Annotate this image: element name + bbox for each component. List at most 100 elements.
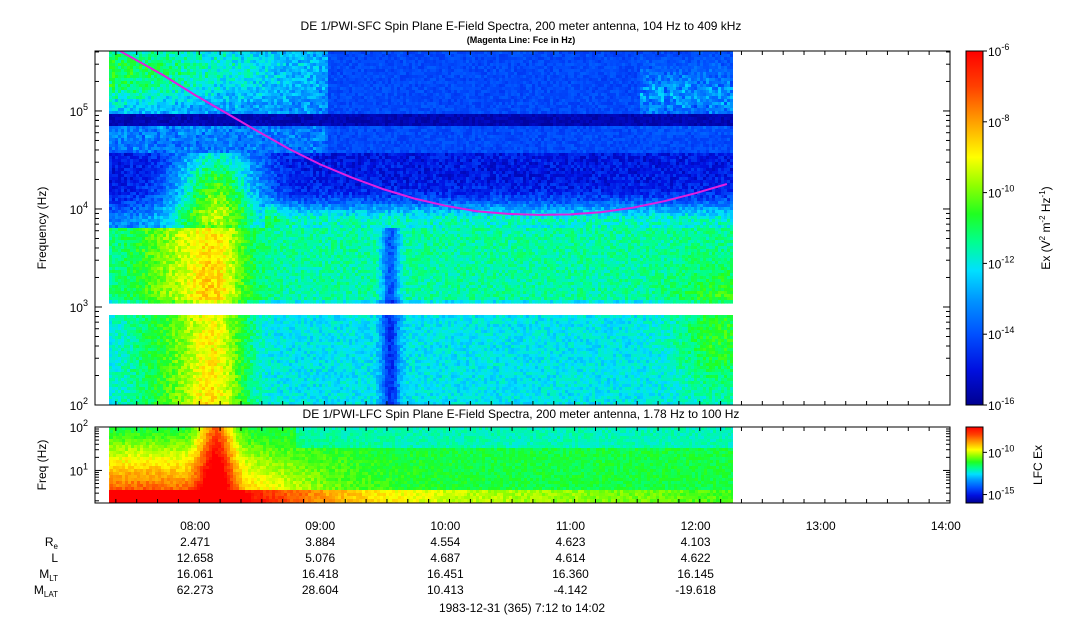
sfc-cell xyxy=(118,192,122,196)
sfc-cell xyxy=(115,228,119,232)
sfc-cell xyxy=(157,339,161,343)
sfc-cell xyxy=(124,210,128,214)
sfc-cell xyxy=(136,192,140,196)
sfc-cell xyxy=(124,123,128,127)
sfc-cell xyxy=(163,192,167,196)
sfc-cell xyxy=(160,177,164,181)
sfc-cell xyxy=(157,108,161,112)
sfc-cell xyxy=(184,369,188,373)
sfc-cell xyxy=(160,153,164,157)
sfc-cell xyxy=(136,219,140,223)
sfc-cell xyxy=(145,66,149,70)
sfc-cell xyxy=(142,402,146,405)
sfc-cell xyxy=(136,135,140,139)
sfc-cell xyxy=(181,381,185,385)
sfc-cell xyxy=(112,228,116,232)
sfc-cell xyxy=(166,162,170,166)
sfc-cell xyxy=(166,399,170,403)
sfc-cell xyxy=(109,57,113,61)
sfc-cell xyxy=(163,372,167,376)
sfc-cell xyxy=(109,282,113,286)
sfc-cell xyxy=(181,171,185,175)
sfc-cell xyxy=(178,129,182,133)
sfc-cell xyxy=(154,213,158,217)
sfc-cell xyxy=(115,372,119,376)
sfc-cell xyxy=(139,267,143,271)
sfc-cell xyxy=(127,327,131,331)
sfc-cell xyxy=(154,207,158,211)
sfc-cell xyxy=(184,273,188,277)
sfc-cell xyxy=(178,273,182,277)
sfc-cell xyxy=(172,255,176,259)
sfc-cell xyxy=(121,180,125,184)
sfc-cell xyxy=(130,135,134,139)
sfc-cell xyxy=(121,216,125,220)
sfc-cell xyxy=(130,204,134,208)
sfc-cell xyxy=(115,144,119,148)
sfc-cell xyxy=(163,396,167,400)
sfc-cell xyxy=(175,138,179,142)
sfc-cell xyxy=(184,258,188,262)
sfc-cell xyxy=(127,339,131,343)
sfc-cell xyxy=(151,297,155,301)
sfc-cell xyxy=(145,219,149,223)
sfc-cell xyxy=(175,378,179,382)
sfc-cell xyxy=(145,279,149,283)
sfc-cell xyxy=(166,201,170,205)
sfc-cell xyxy=(142,102,146,106)
sfc-cell xyxy=(181,204,185,208)
sfc-cell xyxy=(160,78,164,82)
sfc-cell xyxy=(127,201,131,205)
sfc-cell xyxy=(151,78,155,82)
sfc-cell xyxy=(130,396,134,400)
sfc-cell xyxy=(130,384,134,388)
sfc-cell xyxy=(181,291,185,295)
sfc-cell xyxy=(145,186,149,190)
sfc-cell xyxy=(109,198,113,202)
sfc-cell xyxy=(154,216,158,220)
sfc-cell xyxy=(130,387,134,391)
sfc-cell xyxy=(124,75,128,79)
sfc-cell xyxy=(172,129,176,133)
sfc-cell xyxy=(115,198,119,202)
sfc-cell xyxy=(157,144,161,148)
sfc-cell xyxy=(151,399,155,403)
sfc-cell xyxy=(121,270,125,274)
sfc-cell xyxy=(181,273,185,277)
sfc-cell xyxy=(112,210,116,214)
sfc-cell xyxy=(142,144,146,148)
sfc-cell xyxy=(112,255,116,259)
sfc-cell xyxy=(115,156,119,160)
sfc-cell xyxy=(139,324,143,328)
sfc-cell xyxy=(163,315,167,319)
sfc-cell xyxy=(133,327,137,331)
sfc-cell xyxy=(163,189,167,193)
sfc-cell xyxy=(130,381,134,385)
sfc-cell xyxy=(133,321,137,325)
sfc-cell xyxy=(136,141,140,145)
sfc-cell xyxy=(109,60,113,64)
sfc-cell xyxy=(133,288,137,292)
sfc-cell xyxy=(145,390,149,394)
sfc-cell xyxy=(160,297,164,301)
sfc-cell xyxy=(109,387,113,391)
sfc-cell xyxy=(172,195,176,199)
sfc-cell xyxy=(151,90,155,94)
sfc-cell xyxy=(184,282,188,286)
sfc-cell xyxy=(166,369,170,373)
sfc-cell xyxy=(169,159,173,163)
sfc-cell xyxy=(187,192,191,196)
sfc-cell xyxy=(163,264,167,268)
sfc-cell xyxy=(136,237,140,241)
sfc-cell xyxy=(118,180,122,184)
sfc-cell xyxy=(175,183,179,187)
sfc-cell xyxy=(187,201,191,205)
sfc-cell xyxy=(175,51,179,55)
sfc-cell xyxy=(148,138,152,142)
sfc-cell xyxy=(154,315,158,319)
sfc-cell xyxy=(160,69,164,73)
sfc-cell xyxy=(163,402,167,405)
sfc-cell xyxy=(121,93,125,97)
sfc-cell xyxy=(115,195,119,199)
sfc-cell xyxy=(124,237,128,241)
